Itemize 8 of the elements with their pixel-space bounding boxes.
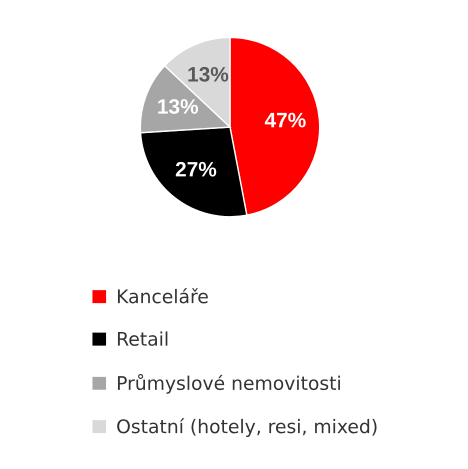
legend-label: Ostatní (hotely, resi, mixed): [117, 418, 377, 438]
legend-label: Průmyslové nemovitosti: [118, 374, 340, 394]
data-label: 47%: [264, 112, 306, 128]
legend-label: Retail: [118, 331, 168, 346]
data-label: 27%: [176, 162, 216, 177]
data-label: 13%: [158, 99, 198, 114]
legend-label: Kanceláře: [118, 288, 208, 304]
data-label: 13%: [188, 66, 228, 82]
